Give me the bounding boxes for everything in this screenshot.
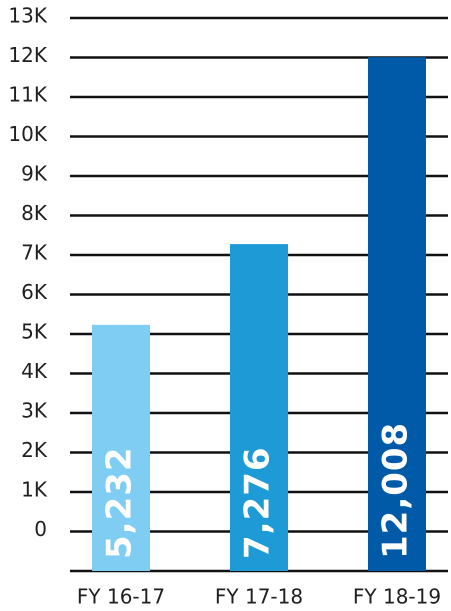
bar	[92, 324, 150, 571]
y-tick-label: 0	[34, 517, 47, 541]
bar-data-label: 12,008	[376, 422, 416, 559]
y-tick-label: 3K	[21, 399, 48, 423]
bars	[92, 57, 426, 571]
bar-data-label: 7,276	[238, 446, 278, 559]
y-tick-label: 10K	[8, 122, 47, 146]
x-category-label: FY 16-17	[77, 585, 165, 609]
y-tick-label: 9K	[21, 162, 48, 186]
bar	[230, 244, 288, 571]
y-tick-label: 1K	[21, 478, 48, 502]
data-labels: 5,232 7,276 12,008	[100, 422, 416, 559]
bar-data-label: 5,232	[100, 446, 140, 559]
y-tick-label: 4K	[21, 359, 48, 383]
bar	[368, 57, 426, 571]
y-tick-label: 2K	[21, 438, 48, 462]
y-axis-tick-labels: 13K 12K 11K 10K 9K 8K 7K 6K 5K 4K 3K 2K 1K 0	[8, 4, 47, 542]
y-tick-label: 7K	[21, 241, 48, 265]
y-tick-label: 12K	[8, 43, 47, 67]
y-tick-label: 8K	[21, 201, 48, 225]
y-tick-label: 11K	[8, 83, 47, 107]
x-category-label: FY 18-19	[353, 585, 441, 609]
y-tick-label: 5K	[21, 320, 48, 344]
x-axis-category-labels: FY 16-17 FY 17-18 FY 18-19	[77, 585, 441, 609]
y-tick-label: 13K	[8, 4, 47, 28]
y-tick-label: 6K	[21, 280, 48, 304]
x-category-label: FY 17-18	[215, 585, 303, 609]
